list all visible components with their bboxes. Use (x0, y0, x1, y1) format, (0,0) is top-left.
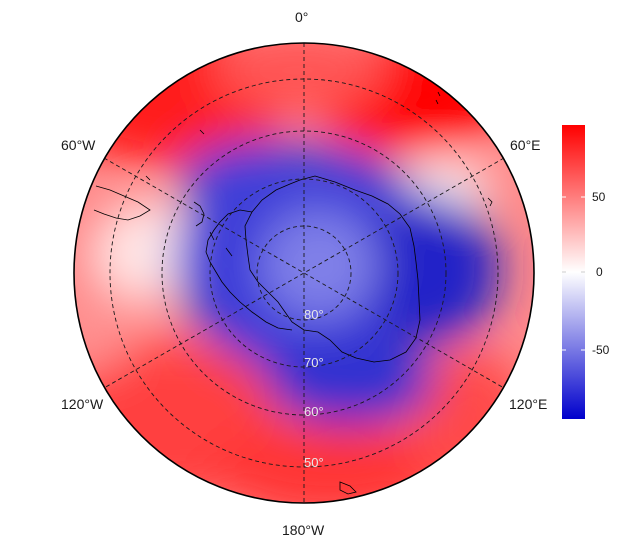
cool-anomaly-center-light (260, 210, 380, 320)
colorbar-label-0: 0 (596, 265, 603, 279)
lon-label-180w: 180°W (282, 522, 325, 538)
lat-label-70: 70° (304, 355, 324, 370)
lon-label-120w: 120°W (61, 396, 104, 412)
lon-label-0: 0° (295, 9, 309, 25)
kerguelen-fragment (487, 197, 493, 207)
colorbar (562, 125, 585, 419)
cool-anomaly-south (265, 335, 435, 425)
peninsula-tip-islands (193, 201, 233, 257)
colorbar-gradient (562, 125, 585, 419)
antarctic-peninsula-coast (205, 209, 293, 331)
map-border (73, 42, 535, 504)
lat-label-50: 50° (304, 455, 324, 470)
graticule (103, 43, 505, 503)
cool-anomaly-east (360, 195, 500, 345)
warm-anomaly-north (210, 43, 390, 110)
antarctica-coastline (244, 175, 421, 363)
lat-label-60: 60° (304, 404, 324, 419)
lon-label-60w: 60°W (61, 137, 96, 153)
cool-anomaly-north (180, 140, 340, 220)
colorbar-label-50: 50 (592, 190, 606, 204)
latitude-circle-80 (256, 225, 352, 321)
lat-label-80: 80° (304, 307, 324, 322)
lon-label-120e: 120°E (509, 396, 548, 412)
new-zealand-fragment (339, 481, 357, 495)
south-america-tip (93, 185, 151, 221)
coastlines (93, 91, 493, 495)
colorbar-label-neg50: -50 (592, 343, 610, 357)
small-island-ne (435, 91, 441, 105)
falklands-south-georgia (145, 129, 205, 181)
lon-label-60e: 60°E (510, 137, 541, 153)
